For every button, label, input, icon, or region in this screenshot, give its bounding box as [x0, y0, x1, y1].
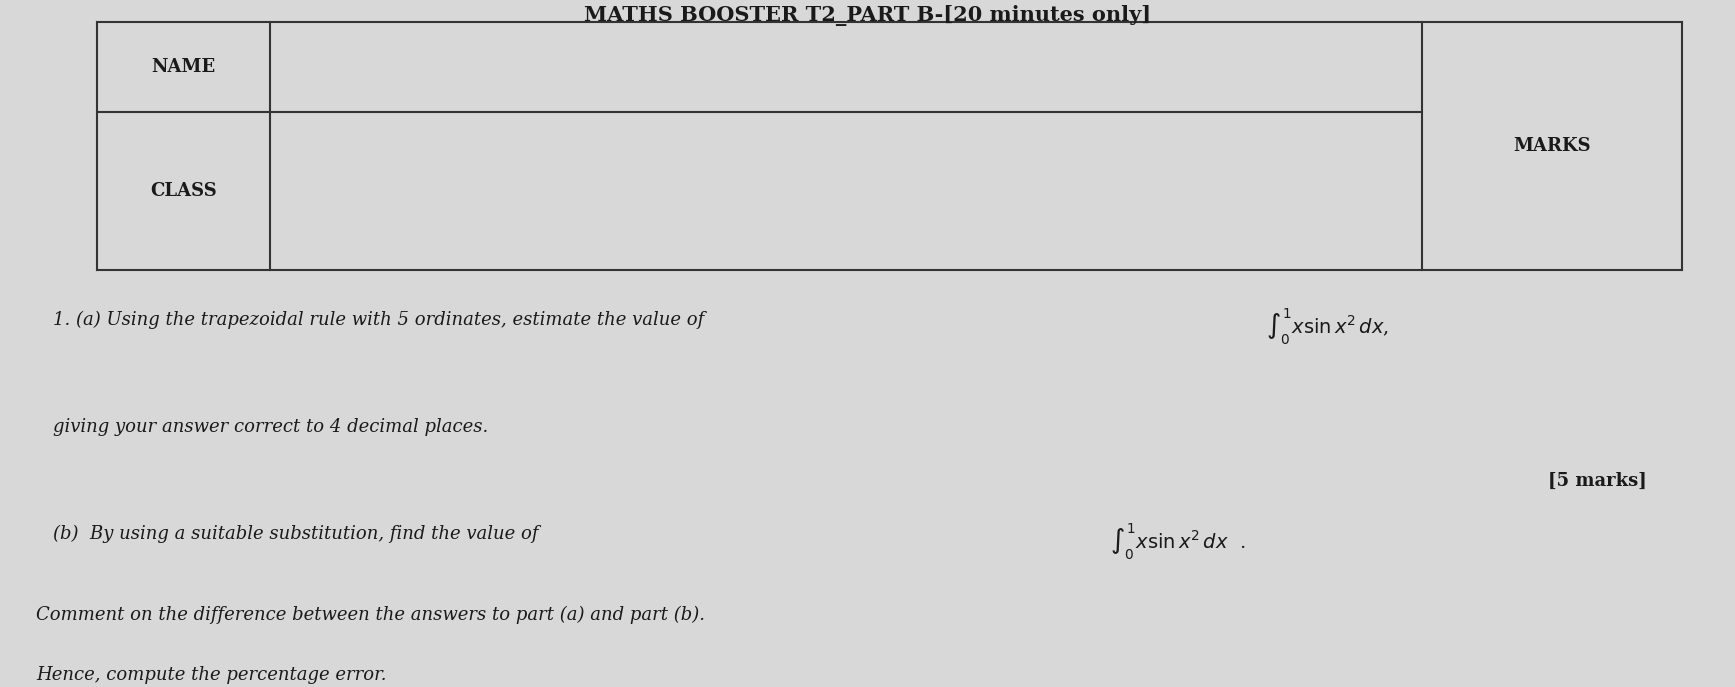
Text: $\int_0^1 x \sin x^2\, dx$,: $\int_0^1 x \sin x^2\, dx$, [1267, 307, 1390, 347]
Text: MARKS: MARKS [1513, 137, 1591, 155]
Text: $\int_0^1 x \sin x^2\, dx$  .: $\int_0^1 x \sin x^2\, dx$ . [1110, 522, 1246, 562]
Text: giving your answer correct to 4 decimal places.: giving your answer correct to 4 decimal … [54, 418, 489, 436]
Text: [5 marks]: [5 marks] [1548, 471, 1647, 489]
Text: Hence, compute the percentage error.: Hence, compute the percentage error. [36, 666, 387, 684]
Text: 1. (a) Using the trapezoidal rule with 5 ordinates, estimate the value of: 1. (a) Using the trapezoidal rule with 5… [54, 311, 704, 328]
Text: (b)  By using a suitable substitution, find the value of: (b) By using a suitable substitution, fi… [54, 525, 540, 543]
Text: MATHS BOOSTER T2_PART B-[20 minutes only]: MATHS BOOSTER T2_PART B-[20 minutes only… [585, 5, 1150, 25]
Text: NAME: NAME [151, 58, 215, 76]
Text: CLASS: CLASS [149, 182, 217, 200]
Text: Comment on the difference between the answers to part (a) and part (b).: Comment on the difference between the an… [36, 606, 704, 624]
